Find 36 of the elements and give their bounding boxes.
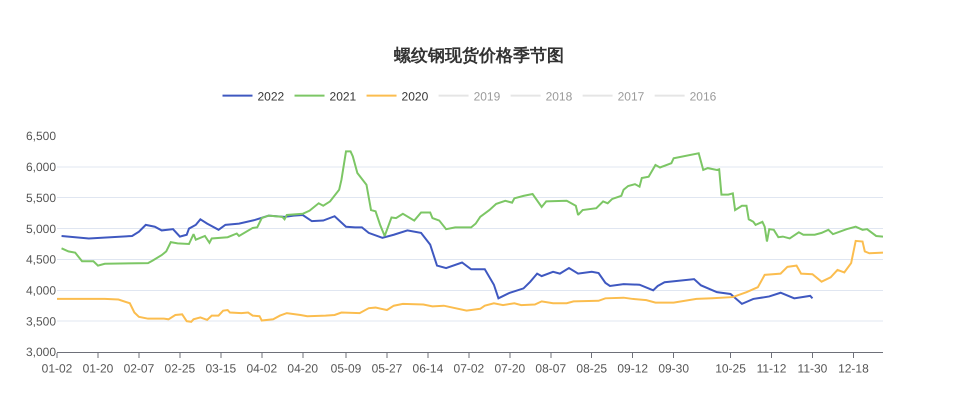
chart-title: 螺纹钢现货价格季节图: [393, 46, 564, 66]
x-tick-label: 05-09: [330, 361, 362, 376]
legend-label: 2016: [690, 89, 717, 104]
y-tick-label: 6,500: [26, 129, 56, 144]
x-tick-label: 01-20: [82, 361, 114, 376]
x-tick-label: 11-30: [798, 361, 828, 376]
y-tick-label: 3,500: [26, 314, 56, 328]
x-tick-label: 11-12: [756, 361, 787, 376]
x-tick-label: 09-30: [658, 361, 690, 376]
y-tick-label: 3,000: [26, 345, 56, 360]
legend-label: 2019: [474, 89, 501, 104]
x-tick-label: 03-15: [205, 361, 236, 376]
x-tick-label: 08-07: [535, 361, 566, 376]
x-tick-label: 02-07: [124, 361, 155, 376]
y-tick-label: 6,000: [26, 160, 56, 174]
y-tick-label: 4,500: [26, 252, 56, 267]
legend-label: 2022: [258, 89, 285, 104]
legend-label: 2017: [618, 89, 645, 104]
x-tick-label: 01-02: [42, 361, 73, 376]
x-tick-label: 04-20: [287, 361, 318, 376]
legend-label: 2021: [330, 89, 357, 104]
y-tick-label: 5,500: [26, 190, 56, 205]
x-tick-label: 08-25: [576, 361, 608, 376]
x-tick-label: 09-12: [617, 361, 648, 376]
x-tick-label: 06-14: [412, 361, 444, 376]
x-tick-label: 10-25: [715, 361, 746, 376]
x-tick-label: 07-02: [454, 361, 485, 376]
legend-label: 2018: [546, 89, 573, 104]
y-tick-label: 4,000: [26, 283, 56, 298]
legend-label: 2020: [402, 89, 429, 104]
x-tick-label: 02-25: [164, 361, 196, 376]
x-tick-label: 04-02: [246, 361, 278, 376]
x-tick-label: 07-20: [494, 361, 526, 376]
x-tick-label: 12-18: [838, 361, 870, 376]
x-tick-label: 05-27: [372, 361, 403, 376]
y-tick-label: 5,000: [26, 222, 56, 236]
